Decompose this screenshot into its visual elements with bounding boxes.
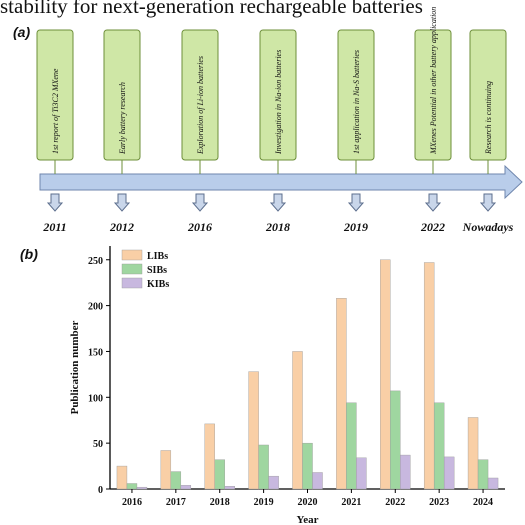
bar-libs [116, 465, 128, 490]
timeline-year-label: 2011 [42, 220, 66, 234]
bar-sibs [302, 442, 313, 490]
x-tick-label: 2020 [298, 497, 318, 508]
bar-sibs [258, 444, 269, 490]
y-tick-label: 50 [93, 439, 103, 450]
x-tick-label: 2017 [166, 497, 186, 508]
bar-sibs [433, 402, 445, 490]
y-tick-label: 250 [88, 256, 103, 267]
bar-sibs [346, 402, 357, 490]
bar-libs [467, 417, 479, 490]
bar-libs [336, 298, 347, 490]
down-arrow-icon [269, 193, 287, 212]
event-box [36, 29, 74, 161]
y-axis-label: Publication number [69, 320, 81, 414]
y-tick-label: 0 [98, 485, 103, 496]
legend-label: KIBs [147, 279, 169, 290]
timeline-arrow [39, 164, 523, 200]
event-text: Investigation in Na-ion batteries [274, 50, 283, 155]
legend-label: LIBs [147, 251, 168, 262]
legend-swatch-kibs [121, 277, 143, 289]
cropped-caption-text: stability for next-generation rechargeab… [0, 0, 423, 18]
bar-sibs [170, 471, 182, 490]
down-arrow-icon [46, 193, 64, 212]
timeline-year-label: 2016 [187, 220, 212, 234]
bar-kibs [356, 457, 367, 490]
down-arrow-icon [424, 193, 442, 212]
timeline-panel: 1st report of Ti3C2 MXene 2011 Early batte… [36, 7, 523, 234]
event-text: Early battery research [118, 82, 127, 155]
bar-kibs [312, 472, 323, 490]
x-tick-label: 2018 [210, 497, 230, 508]
bar-libs [423, 262, 435, 490]
event-box [259, 29, 297, 161]
bar-libs [160, 450, 172, 490]
x-tick-label: 2019 [254, 497, 274, 508]
y-tick-label: 150 [88, 347, 103, 358]
down-arrow-icon [191, 193, 209, 212]
legend-swatch-libs [121, 249, 143, 261]
timeline-year-label: 2019 [343, 220, 368, 234]
bar-sibs [126, 483, 138, 490]
event-text: Exploration of Li-ion batteries [196, 56, 205, 155]
panel-b-label: (b) [20, 246, 38, 262]
y-tick-label: 200 [88, 302, 103, 313]
down-arrow-icon [479, 193, 497, 212]
bar-kibs [268, 475, 279, 490]
bar-kibs [443, 456, 455, 490]
bar-kibs [400, 454, 411, 490]
bar-libs [248, 371, 259, 490]
bar-libs [292, 351, 303, 490]
x-tick-label: 2016 [122, 497, 142, 508]
bar-kibs [180, 485, 192, 490]
event-text: Research is continuing [484, 81, 493, 155]
x-axis-label: Year [297, 514, 319, 525]
event-box [337, 29, 375, 161]
event-text: 1st report of Ti3C2 MXene [51, 68, 60, 154]
event-text: MXenes Potential in other battery applic… [429, 7, 438, 155]
bar-libs [380, 259, 391, 490]
y-tick-label: 100 [88, 393, 103, 404]
bar-libs [204, 423, 215, 490]
event-box [469, 29, 507, 161]
timeline-year-label: 2022 [420, 220, 445, 234]
event-box [103, 29, 141, 161]
bar-sibs [390, 390, 401, 490]
legend-label: SIBs [147, 265, 167, 276]
bar-sibs [477, 459, 489, 490]
bar-kibs [224, 486, 235, 490]
bar-kibs [487, 477, 499, 490]
bar-sibs [214, 459, 225, 490]
x-tick-label: 2022 [385, 497, 405, 508]
x-tick-label: 2023 [429, 497, 449, 508]
timeline-year-label: 2018 [265, 220, 290, 234]
x-tick-label: 2021 [341, 497, 361, 508]
event-box [181, 29, 219, 161]
event-box [414, 29, 452, 161]
event-text: 1st application in Na-S batteries [352, 50, 361, 154]
x-tick-label: 2024 [473, 497, 493, 508]
bar-kibs [136, 486, 148, 490]
down-arrow-icon [113, 193, 131, 212]
timeline-year-label: Nowadays [462, 220, 514, 234]
timeline-year-label: 2012 [109, 220, 134, 234]
down-arrow-icon [347, 193, 365, 212]
panel-a-label: (a) [13, 24, 31, 40]
legend-swatch-sibs [121, 263, 143, 275]
